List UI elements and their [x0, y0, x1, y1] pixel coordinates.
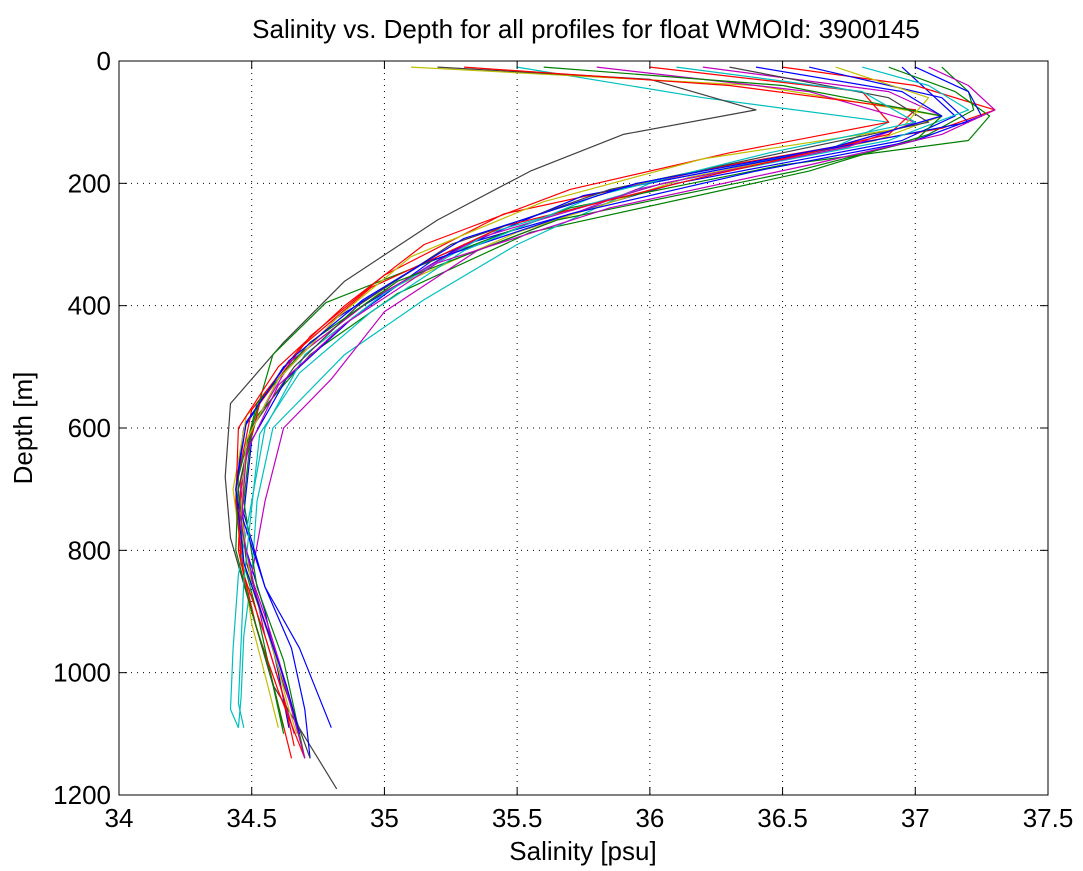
profile-line-10 — [235, 66, 890, 747]
x-tick-label: 35.5 — [492, 803, 543, 833]
x-axis-label: Salinity [psu] — [509, 836, 656, 866]
profile-line-18 — [237, 66, 916, 728]
x-tick-label: 35 — [370, 803, 399, 833]
chart-title: Salinity vs. Depth for all profiles for … — [252, 14, 920, 44]
x-tick-label: 34 — [105, 803, 134, 833]
plot-frame — [118, 60, 1049, 796]
profile-line-4 — [237, 66, 890, 728]
profile-line-9 — [243, 66, 991, 759]
y-tick-label: 400 — [68, 291, 111, 321]
profile-line-8 — [243, 66, 970, 759]
x-tick-label: 36.5 — [757, 803, 808, 833]
y-tick-label: 0 — [97, 46, 111, 76]
y-tick-label: 800 — [68, 535, 111, 565]
profile-lines — [224, 66, 996, 790]
x-tick-label: 37 — [901, 803, 930, 833]
profile-line-16 — [235, 66, 943, 728]
profile-line-19 — [240, 66, 996, 759]
y-tick-label: 1000 — [53, 658, 111, 688]
y-tick-label: 600 — [68, 413, 111, 443]
x-tick-label: 34.5 — [226, 803, 277, 833]
x-tick-label: 37.5 — [1023, 803, 1074, 833]
x-tick-label: 36 — [635, 803, 664, 833]
y-axis-label: Depth [m] — [8, 372, 38, 485]
y-tick-label: 200 — [68, 168, 111, 198]
profile-line-20 — [235, 66, 943, 734]
y-tick-label: 1200 — [53, 780, 111, 810]
